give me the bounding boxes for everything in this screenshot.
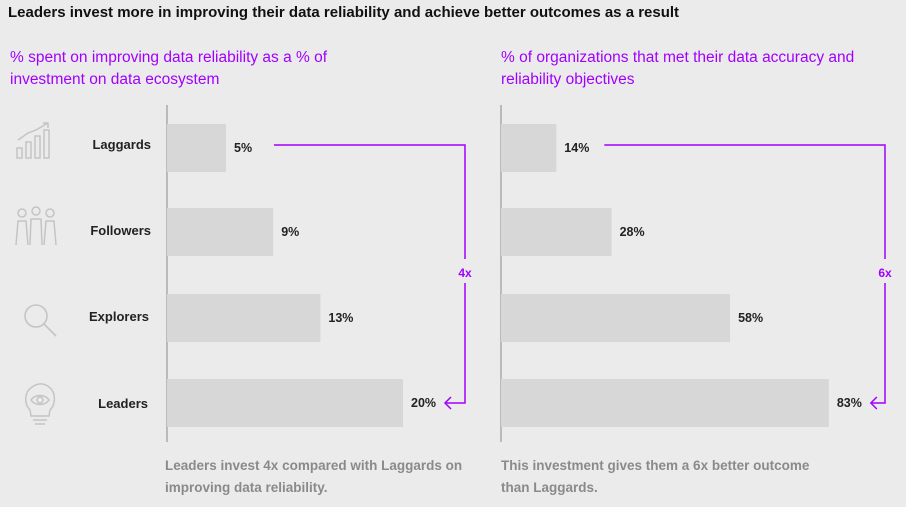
- left-bracket-arrowhead: [443, 396, 452, 410]
- chart-title: Leaders invest more in improving their d…: [8, 4, 680, 21]
- category-label-followers: Followers: [90, 223, 151, 238]
- left-value-label-leaders: 20%: [411, 396, 436, 410]
- right-bracket-bottom: [870, 283, 886, 404]
- lightbulb-eye-icon: [25, 383, 56, 425]
- right-panel-footnote: This investment gives them a 6x better o…: [501, 458, 810, 495]
- right-multiplier-annotation: 6x: [878, 266, 892, 280]
- magnifier-icon: [24, 304, 57, 337]
- left-value-label-followers: 9%: [281, 225, 299, 239]
- left-panel-footnote: Leaders invest 4x compared with Laggards…: [165, 458, 463, 495]
- left-bar-explorers: [167, 294, 321, 342]
- left-value-label-laggards: 5%: [234, 141, 252, 155]
- right-bracket-top: [604, 144, 886, 259]
- people-group-icon: [15, 206, 57, 246]
- right-value-label-laggards: 14%: [564, 141, 589, 155]
- category-label-laggards: Laggards: [92, 137, 151, 152]
- bar-chart-icon: [16, 122, 50, 159]
- left-bracket-top: [274, 144, 466, 259]
- right-bar-explorers: [501, 294, 731, 342]
- right-bar-laggards: [501, 124, 557, 172]
- left-bracket-bottom: [445, 283, 466, 404]
- right-bar-followers: [501, 208, 612, 256]
- right-bracket-arrowhead: [869, 396, 878, 410]
- right-bar-leaders: [501, 379, 829, 427]
- left-bar-followers: [167, 208, 274, 256]
- left-multiplier-annotation: 4x: [458, 266, 472, 280]
- right-value-label-followers: 28%: [620, 225, 645, 239]
- right-value-label-explorers: 58%: [738, 311, 763, 325]
- category-label-explorers: Explorers: [89, 309, 149, 324]
- left-value-label-explorers: 13%: [328, 311, 353, 325]
- left-bar-laggards: [167, 124, 226, 172]
- left-panel-subtitle: % spent on improving data reliability as…: [10, 49, 328, 88]
- category-label-leaders: Leaders: [98, 396, 148, 411]
- right-value-label-leaders: 83%: [837, 396, 862, 410]
- left-bar-leaders: [167, 379, 403, 427]
- right-panel-subtitle: % of organizations that met their data a…: [501, 49, 855, 88]
